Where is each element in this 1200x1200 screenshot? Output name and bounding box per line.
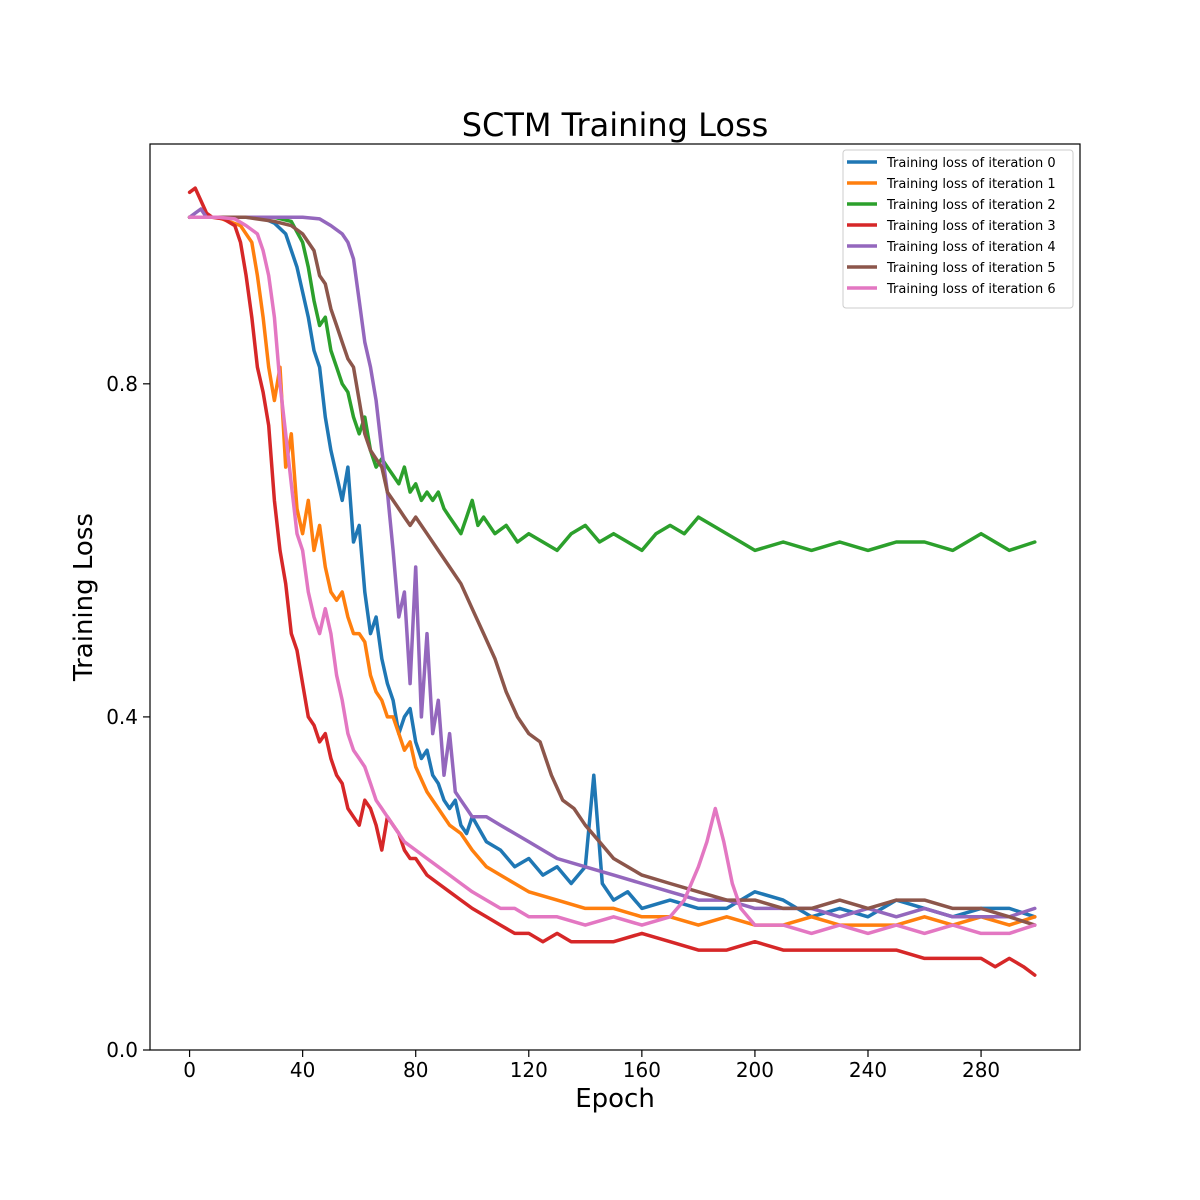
x-tick-label: 280	[962, 1058, 1000, 1082]
series-layer	[187, 186, 1037, 977]
legend: Training loss of iteration 0 Training los…	[842, 149, 1074, 309]
legend-entry-label: Training loss of iteration 0	[886, 156, 1056, 171]
legend-entry-label: Training loss of iteration 2	[886, 198, 1056, 213]
x-tick-label: 200	[736, 1058, 774, 1082]
x-axis-label: Epoch	[575, 1084, 655, 1114]
x-tick-label: 120	[510, 1058, 548, 1082]
legend-entry-label: Training loss of iteration 5	[886, 261, 1056, 276]
y-tick-label: 0.4	[106, 705, 138, 729]
series-line-4	[187, 207, 1037, 919]
legend-box	[842, 149, 1074, 309]
x-tick-label: 0	[183, 1058, 196, 1082]
legend-entry-label: Training loss of iteration 1	[886, 177, 1056, 192]
y-tick-label: 0.8	[106, 372, 138, 396]
y-tick-label: 0.0	[106, 1038, 138, 1062]
x-tick-label: 160	[623, 1058, 661, 1082]
legend-entry-label: Training loss of iteration 3	[886, 219, 1056, 234]
series-line-6	[187, 215, 1037, 936]
plot-frame	[149, 143, 1081, 1051]
legend-entry-label: Training loss of iteration 6	[886, 282, 1056, 297]
series-line-2	[187, 215, 1037, 553]
chart-title: SCTM Training Loss	[462, 106, 769, 144]
x-tick-label: 40	[290, 1058, 315, 1082]
legend-entry-label: Training loss of iteration 4	[886, 240, 1056, 255]
y-axis: 0.0 0.4 0.8	[106, 372, 150, 1062]
x-axis: 0 40 80 120 160 200 240 280	[183, 1050, 1000, 1082]
y-axis-label: Training Loss	[69, 513, 99, 682]
series-line-5	[187, 215, 1037, 927]
x-tick-label: 240	[849, 1058, 887, 1082]
x-tick-label: 80	[403, 1058, 428, 1082]
